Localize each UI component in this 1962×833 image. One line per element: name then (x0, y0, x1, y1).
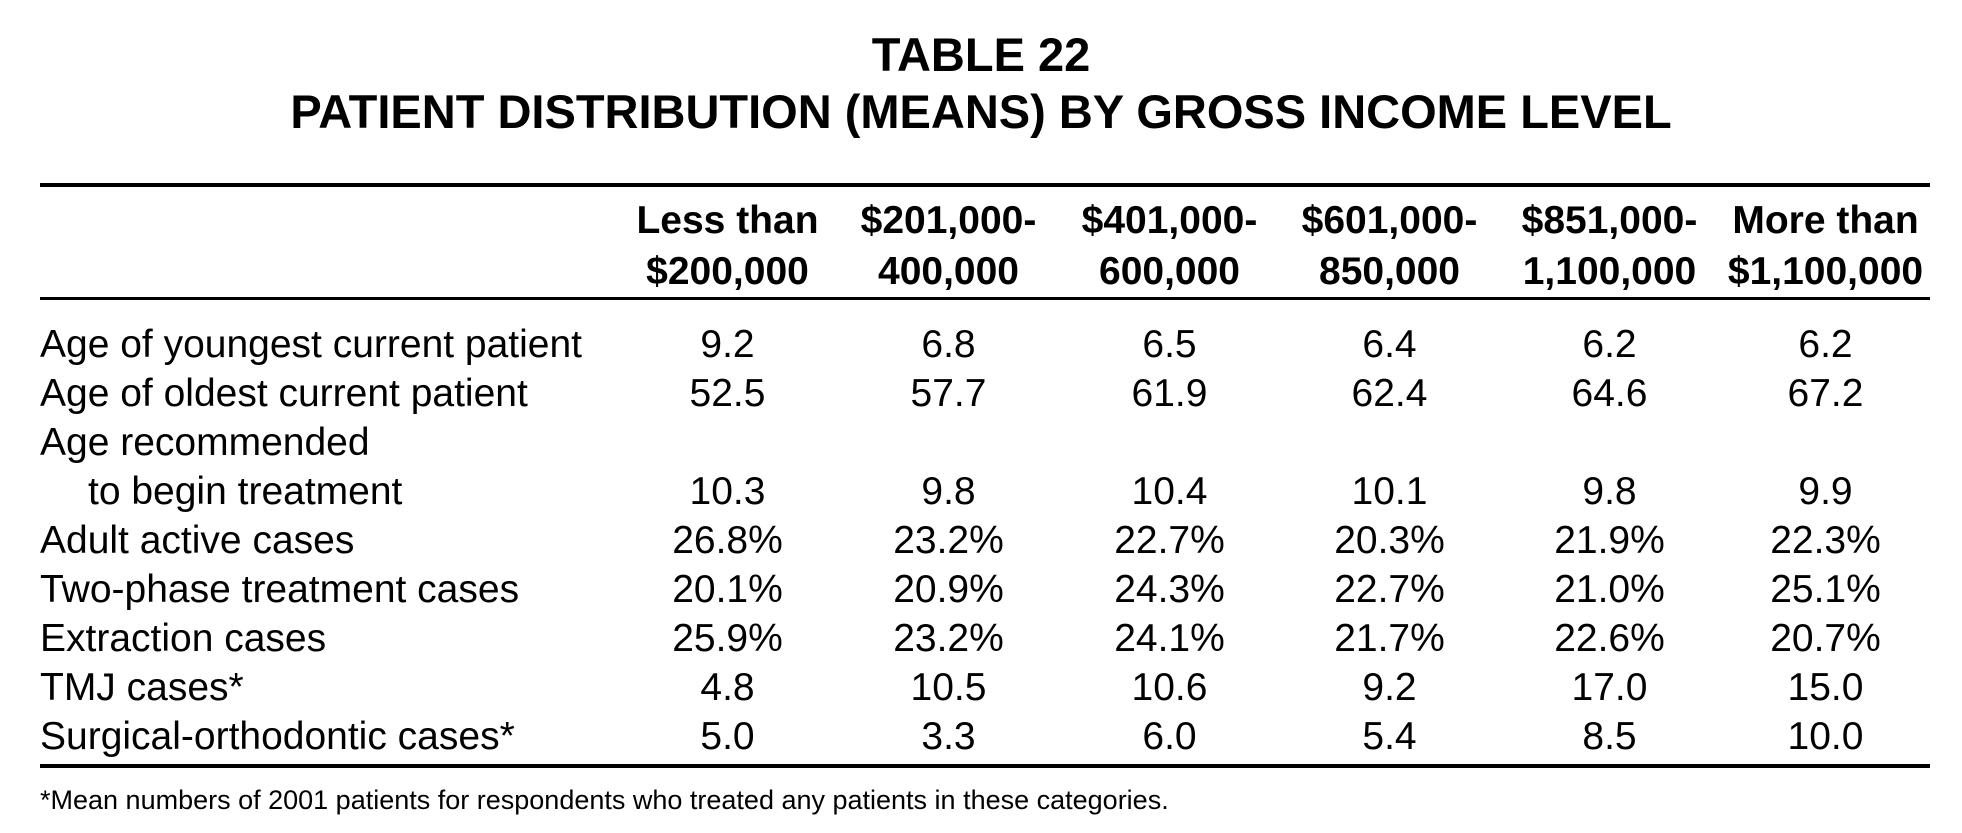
table-cell: 6.0 (1142, 715, 1197, 758)
column-header-6-line1: More than (1732, 199, 1919, 242)
table-cell: 5.0 (700, 715, 755, 758)
table-cell: 24.3% (1114, 568, 1225, 611)
table-cell: 10.5 (910, 666, 987, 709)
table-cell: 9.8 (1582, 470, 1637, 513)
table-title-block: TABLE 22 PATIENT DISTRIBUTION (MEANS) BY… (0, 26, 1962, 140)
table-cell: 21.0% (1554, 568, 1665, 611)
table-cell: 52.5 (689, 372, 766, 415)
row-label: Age of youngest current patient (40, 323, 583, 366)
table-cell: 6.2 (1798, 323, 1853, 366)
table-cell: 23.2% (893, 519, 1004, 562)
table-cell: 21.7% (1334, 617, 1445, 660)
table-cell: 10.3 (689, 470, 766, 513)
row-label: TMJ cases* (40, 666, 244, 709)
column-header-1: Less than $200,000 (615, 195, 840, 297)
table-cell: 20.7% (1770, 617, 1881, 660)
table-cell: 26.8% (672, 519, 783, 562)
column-header-2: $201,000- 400,000 (836, 195, 1061, 297)
table-cell: 4.8 (700, 666, 755, 709)
column-header-5-line1: $851,000- (1521, 199, 1698, 242)
row-label: Two-phase treatment cases (40, 568, 520, 611)
table-cell: 9.9 (1798, 470, 1853, 513)
column-header-6-line2: $1,100,000 (1727, 250, 1924, 293)
table-cell: 57.7 (910, 372, 987, 415)
table-subtitle: PATIENT DISTRIBUTION (MEANS) BY GROSS IN… (290, 85, 1672, 138)
table-cell: 10.6 (1131, 666, 1208, 709)
table-cell: 22.6% (1554, 617, 1665, 660)
column-header-5-line2: 1,100,000 (1522, 250, 1697, 293)
table-cell: 5.4 (1362, 715, 1417, 758)
table-cell: 25.1% (1770, 568, 1881, 611)
column-header-3-line2: 600,000 (1099, 250, 1240, 293)
column-header-5: $851,000- 1,100,000 (1497, 195, 1722, 297)
table-cell: 10.1 (1351, 470, 1428, 513)
table-cell: 6.2 (1582, 323, 1637, 366)
table-cell: 22.3% (1770, 519, 1881, 562)
header-rule (40, 297, 1930, 300)
table-cell: 61.9 (1131, 372, 1208, 415)
column-header-3-line1: $401,000- (1081, 199, 1258, 242)
column-header-3: $401,000- 600,000 (1057, 195, 1282, 297)
table-footnote: *Mean numbers of 2001 patients for respo… (40, 785, 1169, 815)
column-header-2-line2: 400,000 (878, 250, 1019, 293)
table-cell: 22.7% (1114, 519, 1225, 562)
table-cell: 6.5 (1142, 323, 1197, 366)
table-cell: 17.0 (1571, 666, 1648, 709)
top-rule (40, 183, 1930, 187)
table-title: TABLE 22 (871, 28, 1091, 81)
column-header-4-line2: 850,000 (1319, 250, 1460, 293)
row-label: Age of oldest current patient (40, 372, 528, 415)
table-cell: 24.1% (1114, 617, 1225, 660)
row-label: Adult active cases (40, 519, 355, 562)
row-label-line1: Age recommended (40, 421, 370, 464)
table-cell: 21.9% (1554, 519, 1665, 562)
table-cell: 25.9% (672, 617, 783, 660)
table-cell: 3.3 (921, 715, 976, 758)
row-label: Age recommended to begin treatment (40, 418, 402, 516)
column-header-2-line1: $201,000- (860, 199, 1037, 242)
column-header-1-line2: $200,000 (646, 250, 809, 293)
column-header-4-line1: $601,000- (1301, 199, 1478, 242)
table-cell: 15.0 (1787, 666, 1864, 709)
table-cell: 10.4 (1131, 470, 1208, 513)
table-cell: 9.8 (921, 470, 976, 513)
table-cell: 9.2 (700, 323, 755, 366)
table-cell: 6.4 (1362, 323, 1417, 366)
table-cell: 23.2% (893, 617, 1004, 660)
table-cell: 8.5 (1582, 715, 1637, 758)
table-cell: 20.1% (672, 568, 783, 611)
column-header-6: More than $1,100,000 (1713, 195, 1938, 297)
bottom-rule (40, 764, 1930, 768)
table-cell: 6.8 (921, 323, 976, 366)
table-cell: 64.6 (1571, 372, 1648, 415)
table-cell: 9.2 (1362, 666, 1417, 709)
column-header-1-line1: Less than (636, 199, 819, 242)
column-header-4: $601,000- 850,000 (1277, 195, 1502, 297)
row-label: Extraction cases (40, 617, 327, 660)
table-cell: 20.9% (893, 568, 1004, 611)
table-cell: 22.7% (1334, 568, 1445, 611)
table-cell: 67.2 (1787, 372, 1864, 415)
table-cell: 20.3% (1334, 519, 1445, 562)
table-cell: 62.4 (1351, 372, 1428, 415)
row-label: Surgical-orthodontic cases* (40, 715, 515, 758)
row-label-line2: to begin treatment (88, 470, 403, 513)
table-cell: 10.0 (1787, 715, 1864, 758)
